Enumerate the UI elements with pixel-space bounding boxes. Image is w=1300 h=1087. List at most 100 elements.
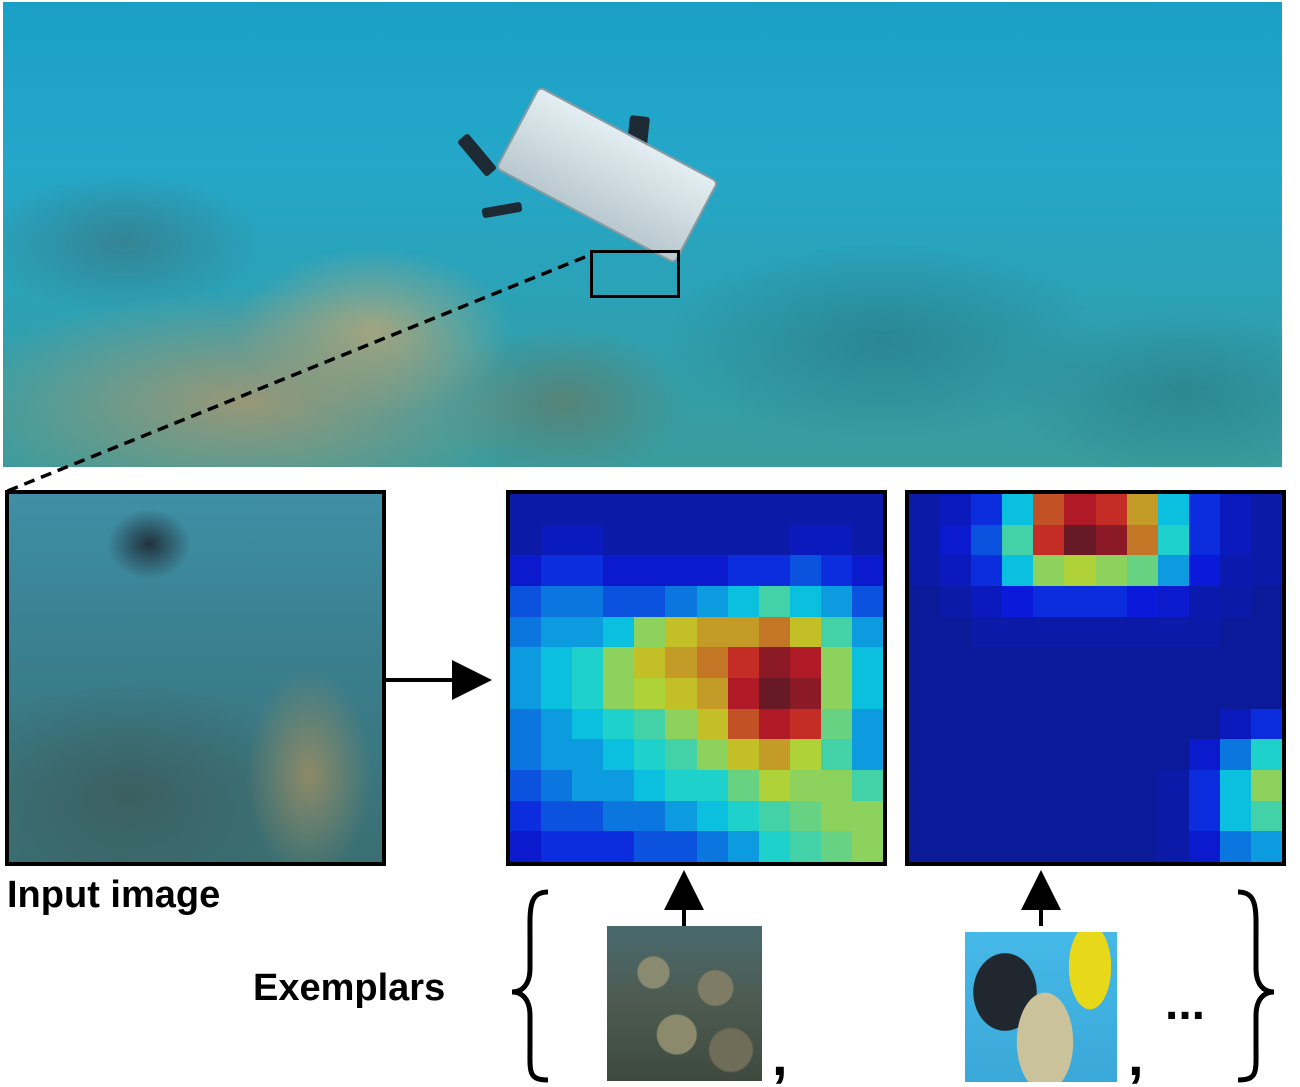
heatmap-cell [696,647,728,678]
exemplar-coral-image [607,926,762,1081]
heatmap-cell [727,494,759,525]
heatmap-cell [572,739,604,770]
heatmap-cell [541,708,573,740]
heatmap-cell [1002,769,1034,801]
heatmap-cell [603,585,635,617]
heatmap-cell [1033,708,1065,740]
heatmap-cell [1126,616,1158,648]
heatmap-cell [665,555,697,586]
heatmap-cell [1002,524,1034,556]
heatmap-cell [758,494,790,525]
heatmap-cell [1219,831,1251,862]
heatmap-cell [696,555,728,586]
heatmap-cell [696,677,728,709]
heatmap-cell [1064,524,1096,556]
heatmap-cell [727,524,759,556]
heatmap-cell [572,494,604,525]
heatmap-cell [541,616,573,648]
heatmap-cell [696,769,728,801]
heatmap-cell [1219,739,1251,770]
heatmap-cell [851,647,883,678]
heatmap-cell [1064,647,1096,678]
heatmap-cell [1002,800,1034,832]
heatmap-cell [940,555,972,586]
heatmap-cell [1219,769,1251,801]
heatmap-cell [1095,524,1127,556]
heatmap-cell [541,555,573,586]
heatmap-cell [851,800,883,832]
input-image-label: Input image [7,874,221,916]
heatmap-cell [603,555,635,586]
heatmap-cell [1219,494,1251,525]
heatmap-cell [1188,739,1220,770]
heatmap-cell [758,647,790,678]
heatmap-cell [603,524,635,556]
heatmap-cell [572,616,604,648]
heatmap-cell [909,831,941,862]
heatmap-cell [1033,555,1065,586]
heatmap-cell [727,769,759,801]
heatmap-cell [1157,800,1189,832]
heatmap-cell [1033,494,1065,525]
heatmap-cell [727,800,759,832]
heatmap-cell [510,708,542,740]
heatmap-cell [1188,647,1220,678]
heatmap-cell [1219,647,1251,678]
heatmap-cell [1002,739,1034,770]
heatmap-panel-coral [506,490,887,866]
heatmap-cell [971,769,1003,801]
heatmap-cell [1033,524,1065,556]
heatmap-cell [1126,739,1158,770]
heatmap-cell [1095,494,1127,525]
heatmap-cell [1219,616,1251,648]
heatmap-cell [665,769,697,801]
heatmap-cell [789,769,821,801]
heatmap-cell [510,831,542,862]
heatmap-cell [696,585,728,617]
heatmap-cell [541,585,573,617]
heatmap-cell [789,708,821,740]
heatmap-cell [971,524,1003,556]
heatmap-cell [727,585,759,617]
heatmap-cell [1188,524,1220,556]
heatmap-cell [510,800,542,832]
heatmap-cell [665,524,697,556]
heatmap-cell [1188,677,1220,709]
heatmap-cell [541,739,573,770]
heatmap-cell [727,831,759,862]
heatmap-cell [1095,831,1127,862]
heatmap-cell [1157,585,1189,617]
heatmap-cell [909,739,941,770]
heatmap-cell [1126,555,1158,586]
exemplar-separator-comma: , [1128,1024,1144,1087]
heatmap-cell [603,800,635,832]
heatmap-cell [820,585,852,617]
heatmap-cell [909,800,941,832]
heatmap-cell [758,831,790,862]
heatmap-cell [1064,585,1096,617]
heatmap-cell [1095,677,1127,709]
right-brace [1237,889,1275,1083]
heatmap-cell [1064,831,1096,862]
heatmap-cell [727,677,759,709]
heatmap-cell [696,616,728,648]
heatmap-cell [758,555,790,586]
heatmap-cell [851,769,883,801]
heatmap-cell [541,800,573,832]
heatmap-cell [696,494,728,525]
heatmap-cell [1095,616,1127,648]
heatmap-cell [1064,677,1096,709]
heatmap-cell [727,739,759,770]
heatmap-cell [572,831,604,862]
heatmap-cell [1188,616,1220,648]
heatmap-cell [1064,739,1096,770]
heatmap-cell [851,616,883,648]
heatmap-cell [820,524,852,556]
heatmap-cell [510,769,542,801]
heatmap-cell [820,494,852,525]
left-brace [511,889,549,1083]
heatmap-cell [1033,585,1065,617]
heatmap-cell [1064,494,1096,525]
heatmap-cell [603,616,635,648]
heatmap-cell [820,708,852,740]
